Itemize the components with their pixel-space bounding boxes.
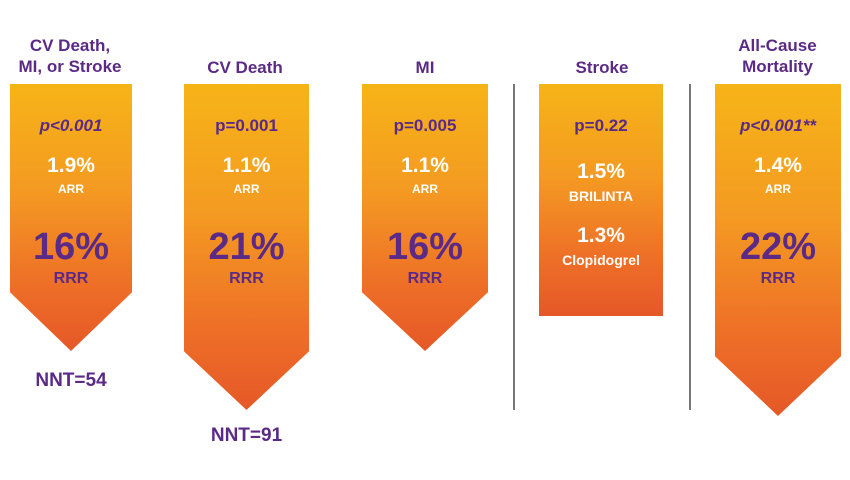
rrr-label: RRR [407,270,443,287]
column-title-mi: MI [355,57,495,78]
p-value: p<0.001** [739,116,817,135]
arr-label: ARR [58,182,84,196]
arr-label: ARR [765,182,791,196]
column-title-cv-death-mi-stroke: CV Death, MI, or Stroke [0,35,140,77]
p-value: p=0.001 [215,116,278,135]
arr-value: 1.1% [401,154,449,177]
brilinta-label: BRILINTA [568,188,634,204]
p-value: p=0.22 [574,116,628,135]
bar-cv-death-mi-stroke: p<0.001 1.9% ARR 16% RRR [10,84,132,351]
p-value: p<0.001 [39,116,103,135]
rrr-value: 16% [386,226,464,268]
divider-line [689,84,691,410]
arr-value: 1.4% [754,154,802,177]
bar-all-cause-mortality: p<0.001** 1.4% ARR 22% RRR [715,84,841,416]
bar-cv-death: p=0.001 1.1% ARR 21% RRR [184,84,309,410]
title-line: All-Cause [738,36,817,55]
nnt-cv-death: NNT=91 [210,425,283,446]
rrr-value: 21% [208,226,285,268]
clopidogrel-label: Clopidogrel [562,252,640,268]
arr-value: 1.1% [222,154,271,177]
arr-value: 1.9% [47,154,95,177]
arr-label: ARR [233,182,260,196]
bar-stroke: p=0.22 1.5% BRILINTA 1.3% Clopidogrel [539,84,663,316]
arr-label: ARR [412,182,438,196]
rrr-label: RRR [53,270,89,287]
clopidogrel-value: 1.3% [577,224,625,247]
title-line: MI [415,58,435,77]
title-line: Stroke [575,58,629,77]
title-line: CV Death [207,58,283,77]
rrr-value: 16% [32,226,110,268]
title-line: CV Death, [29,36,111,55]
nnt-cv-death-mi-stroke: NNT=54 [35,370,107,391]
p-value: p=0.005 [393,116,457,135]
divider-line [513,84,515,410]
column-title-stroke: Stroke [532,57,672,78]
rrr-label: RRR [760,270,796,287]
title-line: MI, or Stroke [18,57,122,76]
bar-mi: p=0.005 1.1% ARR 16% RRR [362,84,488,351]
column-title-cv-death: CV Death [175,57,315,78]
brilinta-value: 1.5% [577,160,625,183]
rrr-value: 22% [739,226,817,268]
column-title-all-cause-mortality: All-Cause Mortality [705,35,850,77]
rrr-label: RRR [229,270,264,287]
title-line: Mortality [742,57,813,76]
